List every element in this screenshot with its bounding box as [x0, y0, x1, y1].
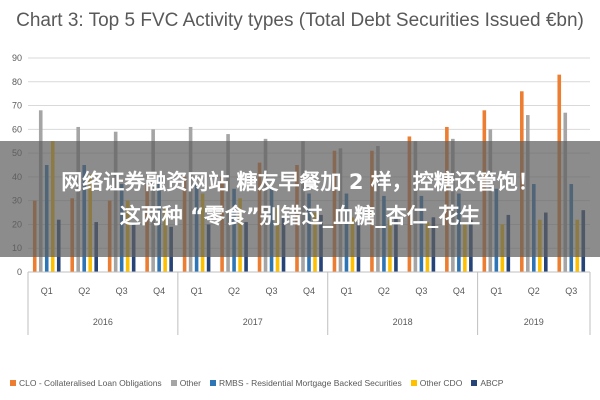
y-tick-label: 90 — [12, 53, 22, 63]
x-tick-label: Q1 — [340, 286, 352, 296]
legend-swatch — [471, 380, 478, 386]
legend-swatch — [209, 380, 216, 386]
x-tick-label: Q3 — [565, 286, 577, 296]
x-tick-label: Q3 — [116, 286, 128, 296]
x-tick-label: Q2 — [528, 286, 540, 296]
x-tick-label: Q4 — [453, 286, 465, 296]
y-tick-label: 60 — [12, 124, 22, 134]
group-label: 2017 — [243, 317, 263, 327]
legend-swatch — [410, 380, 417, 386]
x-tick-label: Q2 — [78, 286, 90, 296]
group-label: 2018 — [393, 317, 413, 327]
x-tick-label: Q1 — [490, 286, 502, 296]
legend-item: Other — [170, 378, 201, 388]
x-tick-label: Q2 — [228, 286, 240, 296]
legend-swatch — [170, 380, 177, 386]
legend-label: Other — [179, 378, 201, 388]
legend-item: CLO - Collateralised Loan Obligations — [10, 378, 162, 388]
legend-label: Other CDO — [419, 378, 463, 388]
chart-title: Chart 3: Top 5 FVC Activity types (Total… — [16, 10, 584, 31]
legend-item: Other CDO — [410, 378, 463, 388]
legend-item: ABCP — [471, 378, 503, 388]
group-label: 2016 — [93, 317, 113, 327]
overlay-banner[interactable]: 网络证券融资网站 糖友早餐加 2 样，控糖还管饱！ 这两种 “零食”别错过_血糖… — [0, 141, 600, 257]
overlay-headline-line-2: 这两种 “零食”别错过_血糖_杏仁_花生 — [119, 204, 481, 228]
x-tick-label: Q1 — [191, 286, 203, 296]
chart-legend: CLO - Collateralised Loan Obligations Oth… — [10, 378, 600, 388]
x-tick-label: Q3 — [266, 286, 278, 296]
overlay-headline-line-1: 网络证券融资网站 糖友早餐加 2 样，控糖还管饱！ — [61, 170, 539, 194]
x-tick-label: Q3 — [415, 286, 427, 296]
y-tick-label: 70 — [12, 101, 22, 111]
y-tick-label: 80 — [12, 77, 22, 87]
x-tick-label: Q1 — [41, 286, 53, 296]
y-tick-label: 0 — [17, 267, 22, 277]
legend-swatch — [10, 380, 16, 386]
x-tick-label: Q4 — [303, 286, 315, 296]
x-axis: Q1 Q2 Q3 Q4 Q1 Q2 Q3 Q4 Q1 Q2 Q3 Q4 Q1 Q2 Q3 2016 2017 20… — [27, 271, 591, 335]
legend-label: CLO - Collateralised Loan Obligations — [19, 378, 162, 388]
x-tick-label: Q4 — [153, 286, 165, 296]
legend-label: RMBS - Residential Mortgage Backed Secur… — [218, 378, 402, 388]
legend-item: RMBS - Residential Mortgage Backed Secur… — [209, 378, 402, 388]
legend-label: ABCP — [480, 378, 504, 388]
group-label: 2019 — [524, 317, 544, 327]
x-tick-label: Q2 — [378, 286, 390, 296]
